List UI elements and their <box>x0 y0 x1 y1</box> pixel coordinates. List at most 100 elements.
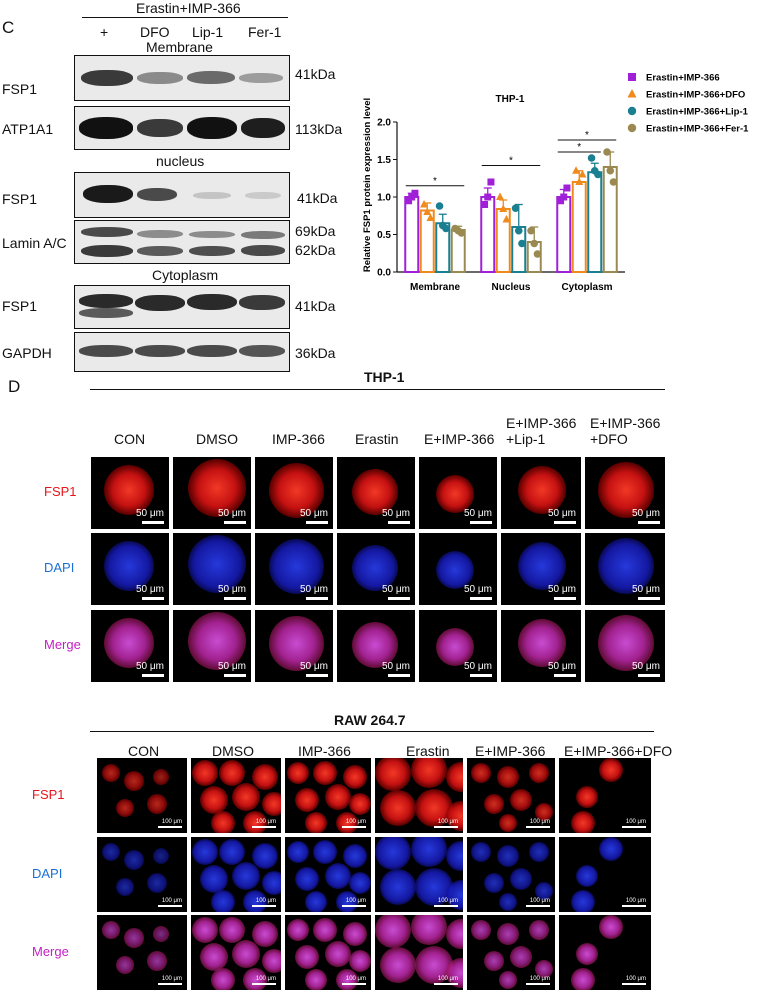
column-label: E+IMP-366 <box>590 415 661 431</box>
significance-star: * <box>433 176 437 187</box>
scale-bar-label: 50 μm <box>632 508 660 519</box>
cell-blob <box>498 971 517 990</box>
scale-bar-label: 100 μm <box>529 819 550 825</box>
cell-blob <box>598 915 623 939</box>
cell-blob <box>219 839 246 866</box>
column-label: IMP-366 <box>272 431 325 447</box>
y-tick-label: 0.0 <box>377 268 391 279</box>
micrograph-dapi: 100 μm <box>374 836 464 913</box>
scale-bar-label: 100 μm <box>345 976 366 982</box>
cell-blob <box>312 918 337 943</box>
legend-marker <box>628 73 636 81</box>
scale-bar-line <box>638 597 660 600</box>
cell-blob <box>211 968 236 990</box>
cell-blob <box>343 765 368 790</box>
scale-bar-line <box>470 521 492 524</box>
scale-bar-line <box>554 674 576 677</box>
scale-bar-label: 50 μm <box>300 508 328 519</box>
cell-blob <box>348 872 371 895</box>
cell-blob <box>534 881 553 900</box>
lane-label-3: Lip-1 <box>192 24 224 40</box>
scale-bar-line <box>434 905 458 907</box>
cell-blob <box>518 619 566 668</box>
scale-bar: 100 μm <box>586 810 646 828</box>
scale-bar-label: 50 μm <box>548 661 576 672</box>
cell-blob <box>191 760 218 787</box>
scale-bar: 100 μm <box>306 967 366 985</box>
row-label-merge: Merge <box>44 637 81 652</box>
blot-lamin <box>74 220 290 264</box>
blot-fsp1-membrane <box>74 55 290 101</box>
scale-bar-line <box>142 674 164 677</box>
cell-blob <box>219 917 246 944</box>
scale-bar: 100 μm <box>586 967 646 985</box>
scale-bar-line <box>142 597 164 600</box>
cell-blob <box>570 890 595 912</box>
cell-blob <box>445 762 463 793</box>
cell-blob <box>529 920 549 941</box>
scale-bar: 100 μm <box>216 810 276 828</box>
x-tick-label: Cytoplasm <box>561 282 612 293</box>
cell-blob <box>343 844 368 869</box>
cell-blob <box>115 956 134 975</box>
raw-title: RAW 264.7 <box>334 712 406 728</box>
legend-marker <box>627 89 637 98</box>
data-point <box>420 200 429 208</box>
cell-blob <box>598 462 654 519</box>
scale-bar: 50 μm <box>432 582 492 600</box>
cell-blob <box>484 794 504 815</box>
scale-bar-line <box>638 521 660 524</box>
micrograph-merge: 50 μm <box>336 609 416 683</box>
cell-blob <box>498 814 517 833</box>
panel-letter-c: C <box>2 18 15 37</box>
blot-label-gapdh: GAPDH <box>2 345 52 361</box>
blot-kda-fsp1-membrane: 41kDa <box>295 66 336 82</box>
data-point <box>563 184 571 192</box>
scale-bar-label: 50 μm <box>548 584 576 595</box>
y-tick-label: 0.5 <box>377 230 391 241</box>
scale-bar: 100 μm <box>122 889 182 907</box>
scale-bar-label: 100 μm <box>437 819 458 825</box>
cell-blob <box>496 845 519 868</box>
cell-blob <box>251 843 278 870</box>
micrograph-dapi: 100 μm <box>558 836 652 913</box>
cell-blob <box>232 861 261 890</box>
cell-blob <box>598 758 623 782</box>
scale-bar-label: 100 μm <box>625 976 646 982</box>
section-cytoplasm: Cytoplasm <box>152 267 219 283</box>
cell-blob <box>352 468 399 515</box>
cell-blob <box>529 763 549 784</box>
cell-blob <box>211 890 236 912</box>
cell-blob <box>496 923 519 946</box>
bar <box>587 171 603 273</box>
data-point <box>502 215 511 223</box>
micrograph-fsp1: 100 μm <box>466 757 556 834</box>
data-point <box>530 239 539 248</box>
blot-kda-fsp1-nucleus: 41kDa <box>297 190 338 206</box>
cell-blob <box>411 758 447 788</box>
data-point <box>484 193 492 201</box>
significance-star: * <box>509 156 513 167</box>
cell-blob <box>598 538 654 595</box>
data-point <box>518 239 526 248</box>
data-point <box>594 170 602 179</box>
lane-label-2: DFO <box>140 24 170 40</box>
cell-blob <box>261 949 281 974</box>
micrograph-dapi: 50 μm <box>172 532 252 606</box>
scale-bar: 50 μm <box>516 659 576 677</box>
scale-bar-line <box>434 826 458 828</box>
scale-bar-line <box>142 521 164 524</box>
blot-kda-gapdh: 36kDa <box>295 345 336 361</box>
cell-blob <box>101 843 120 862</box>
cell-blob <box>153 848 170 865</box>
scale-bar: 100 μm <box>490 967 550 985</box>
cell-blob <box>445 919 463 950</box>
scale-bar: 50 μm <box>516 506 576 524</box>
micrograph-merge: 100 μm <box>466 914 556 991</box>
scale-bar-label: 100 μm <box>345 898 366 904</box>
cell-blob <box>188 535 246 594</box>
scale-bar-label: 50 μm <box>218 661 246 672</box>
data-point <box>487 178 495 186</box>
scale-bar-label: 100 μm <box>255 819 276 825</box>
scale-bar-label: 50 μm <box>300 584 328 595</box>
